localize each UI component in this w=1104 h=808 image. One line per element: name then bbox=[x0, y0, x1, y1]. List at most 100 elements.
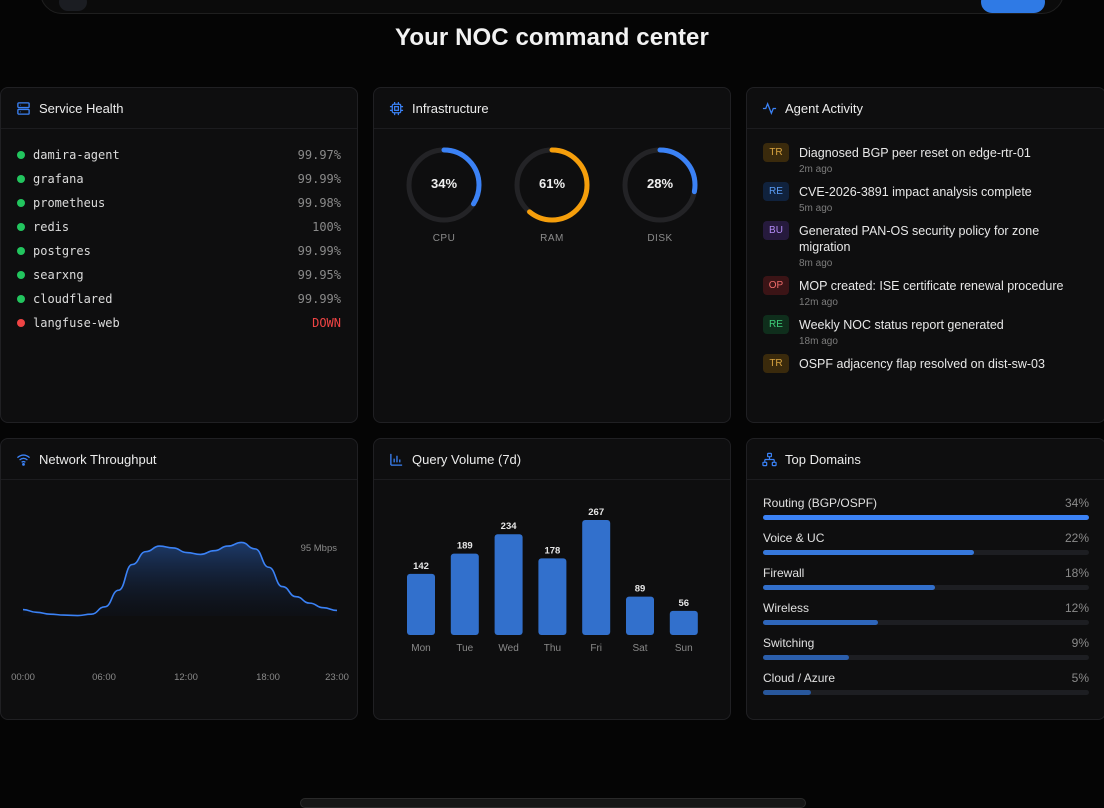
bar-category-label: Tue bbox=[456, 643, 473, 654]
bar-value-label: 142 bbox=[413, 561, 429, 572]
activity-tag: RE bbox=[763, 315, 789, 334]
query-volume-chart: 142 Mon 189 Tue 234 Wed 178 Thu 267 Fri 89 Sat 56 Sun bbox=[407, 507, 698, 654]
server-icon bbox=[17, 101, 30, 115]
x-tick-label: 06:00 bbox=[92, 672, 116, 683]
service-row[interactable]: grafana 99.99% bbox=[17, 167, 341, 191]
domain-percent: 9% bbox=[1071, 636, 1089, 650]
domain-row: Wireless 12% bbox=[763, 601, 1089, 625]
chat-input-bar[interactable] bbox=[40, 0, 1064, 14]
peak-label: 95 Mbps bbox=[301, 543, 338, 554]
service-name: damira-agent bbox=[33, 148, 120, 162]
domain-bar-fill bbox=[763, 515, 1089, 520]
top-domains-card: Top Domains Routing (BGP/OSPF) 34% Voice &… bbox=[746, 438, 1104, 720]
bar-value-label: 189 bbox=[457, 541, 473, 552]
domain-percent: 12% bbox=[1064, 601, 1089, 615]
network-throughput-header: Network Throughput bbox=[1, 439, 357, 480]
service-row[interactable]: langfuse-web DOWN bbox=[17, 311, 341, 335]
activity-tag: TR bbox=[763, 143, 789, 162]
service-row[interactable]: cloudflared 99.99% bbox=[17, 287, 341, 311]
domain-bar-track bbox=[763, 585, 1089, 590]
domain-bar-fill bbox=[763, 550, 974, 555]
activity-item[interactable]: BU Generated PAN-OS security policy for z… bbox=[763, 221, 1089, 269]
query-volume-header: Query Volume (7d) bbox=[374, 439, 730, 480]
activity-title: OSPF adjacency flap resolved on dist-sw-… bbox=[799, 357, 1045, 371]
attach-button[interactable] bbox=[59, 0, 87, 11]
activity-item[interactable]: TR Diagnosed BGP peer reset on edge-rtr-0… bbox=[763, 143, 1089, 175]
status-dot bbox=[17, 223, 25, 231]
domain-bar-fill bbox=[763, 690, 811, 695]
service-name: cloudflared bbox=[33, 292, 113, 306]
activity-item[interactable]: OP MOP created: ISE certificate renewal p… bbox=[763, 276, 1089, 308]
service-row[interactable]: prometheus 99.98% bbox=[17, 191, 341, 215]
service-uptime: 99.98% bbox=[297, 196, 341, 210]
gauge-value: 34% bbox=[430, 176, 458, 191]
gauge-ring bbox=[406, 147, 482, 223]
bar-category-label: Sat bbox=[632, 643, 647, 654]
agent-activity-card: Agent Activity TR Diagnosed BGP peer rese… bbox=[746, 87, 1104, 423]
domain-name: Wireless bbox=[763, 601, 810, 615]
bar-category-label: Mon bbox=[411, 643, 430, 654]
wifi-icon bbox=[16, 453, 31, 466]
domain-row: Routing (BGP/OSPF) 34% bbox=[763, 496, 1089, 520]
activity-item[interactable]: RE CVE-2026-3891 impact analysis complete… bbox=[763, 182, 1089, 214]
agent-activity-title: Agent Activity bbox=[785, 100, 864, 116]
domain-percent: 22% bbox=[1064, 531, 1089, 545]
service-row[interactable]: postgres 99.99% bbox=[17, 239, 341, 263]
service-name: searxng bbox=[33, 268, 84, 282]
service-uptime: 99.95% bbox=[297, 268, 341, 282]
service-uptime: 99.99% bbox=[297, 292, 341, 306]
domain-name: Voice & UC bbox=[763, 531, 825, 545]
network-throughput-title: Network Throughput bbox=[39, 451, 157, 467]
activity-time: 18m ago bbox=[799, 336, 838, 347]
domain-percent: 18% bbox=[1064, 566, 1089, 580]
service-row[interactable]: searxng 99.95% bbox=[17, 263, 341, 287]
activity-tag: BU bbox=[763, 221, 789, 240]
x-tick-label: 23:00 bbox=[325, 672, 349, 683]
bar-sun bbox=[669, 610, 698, 635]
gauge-label: DISK bbox=[647, 233, 673, 244]
domain-bar-fill bbox=[763, 585, 936, 590]
service-uptime: 99.99% bbox=[297, 172, 341, 186]
service-health-header: Service Health bbox=[1, 88, 357, 129]
throughput-line bbox=[22, 541, 338, 617]
bar-category-label: Fri bbox=[590, 643, 602, 654]
gauge-value: 61% bbox=[538, 176, 566, 191]
service-name: prometheus bbox=[33, 196, 106, 210]
service-list: damira-agent 99.97% grafana 99.99% prometheu… bbox=[1, 129, 357, 335]
activity-item[interactable]: TR OSPF adjacency flap resolved on dist-s… bbox=[763, 354, 1089, 375]
status-dot bbox=[17, 151, 25, 159]
domain-name: Routing (BGP/OSPF) bbox=[763, 496, 878, 510]
send-button[interactable] bbox=[981, 0, 1045, 13]
status-dot bbox=[17, 271, 25, 279]
activity-time: 2m ago bbox=[799, 164, 833, 175]
bar-value-label: 178 bbox=[544, 545, 560, 556]
activity-title: Generated PAN-OS security policy for zon… bbox=[799, 224, 1040, 254]
query-volume-title: Query Volume (7d) bbox=[412, 451, 522, 467]
activity-title: Diagnosed BGP peer reset on edge-rtr-01 bbox=[799, 146, 1031, 160]
domain-row: Voice & UC 22% bbox=[763, 531, 1089, 555]
network-throughput-card: Network Throughput 95 Mbps 00:00 06:00 12:… bbox=[0, 438, 358, 720]
bar-value-label: 267 bbox=[588, 507, 604, 518]
service-row[interactable]: damira-agent 99.97% bbox=[17, 143, 341, 167]
domain-bar-track bbox=[763, 515, 1089, 520]
activity-item[interactable]: RE Weekly NOC status report generated 18m … bbox=[763, 315, 1089, 347]
domain-percent: 34% bbox=[1064, 496, 1089, 510]
x-tick-label: 18:00 bbox=[256, 672, 280, 683]
activity-title: MOP created: ISE certificate renewal pro… bbox=[799, 279, 1064, 293]
service-uptime: 99.97% bbox=[297, 148, 341, 162]
bar-tue bbox=[450, 553, 479, 635]
status-dot bbox=[17, 247, 25, 255]
activity-pulse-icon bbox=[762, 101, 777, 115]
bottom-panel-handle[interactable] bbox=[300, 798, 806, 808]
service-row[interactable]: redis 100% bbox=[17, 215, 341, 239]
infrastructure-card: Infrastructure 34% CPU 61% RAM 28% DISK bbox=[373, 87, 731, 423]
domain-row: Switching 9% bbox=[763, 636, 1089, 660]
bar-mon bbox=[407, 573, 435, 635]
throughput-area bbox=[23, 542, 337, 616]
network-tree-icon bbox=[762, 452, 777, 466]
x-tick-label: 00:00 bbox=[11, 672, 35, 683]
domain-name: Cloud / Azure bbox=[763, 671, 836, 685]
activity-tag: RE bbox=[763, 182, 789, 201]
query-volume-card: Query Volume (7d) 142 Mon 189 Tue 234 Wed 178 T… bbox=[373, 438, 731, 720]
status-dot bbox=[17, 199, 25, 207]
